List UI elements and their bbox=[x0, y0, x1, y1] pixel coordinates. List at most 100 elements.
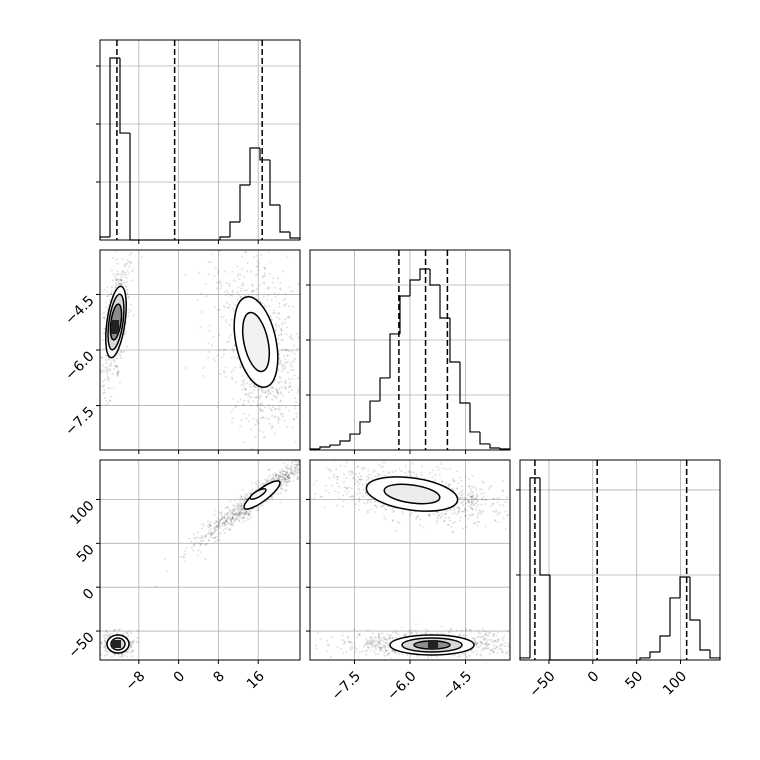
sample-point bbox=[223, 243, 225, 245]
sample-point bbox=[469, 488, 472, 491]
sample-point bbox=[230, 370, 233, 373]
sample-point bbox=[245, 417, 248, 420]
sample-point bbox=[277, 407, 280, 410]
sample-point bbox=[227, 340, 230, 343]
sample-point bbox=[521, 631, 523, 633]
sample-point bbox=[201, 534, 204, 537]
sample-point bbox=[387, 644, 390, 647]
sample-point bbox=[453, 480, 456, 483]
sample-point bbox=[217, 522, 220, 525]
sample-point bbox=[446, 510, 449, 513]
sample-point bbox=[485, 642, 488, 645]
sample-point bbox=[450, 627, 453, 630]
sample-point bbox=[288, 476, 291, 479]
sample-point bbox=[472, 513, 475, 516]
sample-point bbox=[240, 226, 242, 228]
sample-point bbox=[241, 284, 244, 287]
sample-point bbox=[233, 512, 236, 515]
sample-point bbox=[447, 483, 450, 486]
sample-point bbox=[224, 248, 226, 250]
sample-point bbox=[505, 496, 508, 499]
sample-point bbox=[492, 650, 495, 653]
sample-point bbox=[108, 299, 111, 302]
sample-point bbox=[472, 637, 475, 640]
sample-point bbox=[116, 273, 119, 276]
sample-point bbox=[271, 414, 274, 417]
sample-point bbox=[231, 516, 234, 519]
sample-point bbox=[354, 472, 357, 475]
sample-point bbox=[214, 529, 217, 532]
sample-point bbox=[246, 517, 249, 520]
sample-point bbox=[237, 518, 240, 521]
sample-point bbox=[270, 427, 273, 430]
sample-point bbox=[200, 293, 203, 296]
sample-point bbox=[239, 494, 242, 497]
histogram-step bbox=[329, 444, 340, 448]
sample-point bbox=[289, 363, 292, 366]
sample-point bbox=[428, 513, 431, 516]
sample-point bbox=[264, 306, 267, 309]
sample-point bbox=[408, 470, 411, 473]
sample-point bbox=[274, 475, 277, 478]
sample-point bbox=[284, 348, 287, 351]
sample-point bbox=[220, 524, 223, 527]
sample-point bbox=[370, 639, 373, 642]
sample-point bbox=[295, 463, 298, 466]
sample-point bbox=[248, 492, 251, 495]
sample-point bbox=[500, 644, 503, 647]
sample-point bbox=[107, 634, 110, 637]
sample-point bbox=[223, 521, 226, 524]
sample-point bbox=[278, 475, 281, 478]
sample-point bbox=[462, 503, 465, 506]
sample-point bbox=[121, 653, 124, 656]
sample-point bbox=[277, 338, 280, 341]
sample-point bbox=[537, 645, 539, 647]
sample-point bbox=[437, 510, 440, 513]
sample-point bbox=[352, 477, 355, 480]
sample-point bbox=[265, 499, 268, 502]
sample-point bbox=[105, 399, 108, 402]
sample-point bbox=[105, 301, 108, 304]
sample-point bbox=[113, 628, 116, 631]
sample-point bbox=[126, 232, 128, 234]
sample-point bbox=[244, 247, 246, 249]
sample-point bbox=[453, 480, 456, 483]
sample-point bbox=[123, 332, 126, 335]
sample-point bbox=[293, 466, 296, 469]
sample-point bbox=[372, 470, 375, 473]
sample-point bbox=[247, 513, 250, 516]
sample-point bbox=[322, 431, 324, 433]
sample-point bbox=[295, 401, 298, 404]
sample-point bbox=[120, 653, 123, 656]
sample-point bbox=[481, 488, 484, 491]
sample-point bbox=[458, 653, 461, 656]
sample-point bbox=[125, 262, 128, 265]
sample-point bbox=[224, 306, 227, 309]
sample-point bbox=[212, 357, 215, 360]
sample-point bbox=[286, 354, 289, 357]
sample-point bbox=[266, 288, 269, 291]
sample-point bbox=[468, 500, 471, 503]
sample-point bbox=[280, 399, 283, 402]
sample-point bbox=[447, 523, 450, 526]
sample-point bbox=[238, 503, 241, 506]
sample-point bbox=[230, 519, 233, 522]
sample-point bbox=[236, 265, 239, 268]
sample-point bbox=[216, 539, 219, 542]
sample-point bbox=[320, 390, 322, 392]
sample-point bbox=[220, 511, 223, 514]
sample-point bbox=[283, 478, 286, 481]
sample-point bbox=[257, 509, 260, 512]
sample-point bbox=[104, 639, 107, 642]
sample-point bbox=[229, 523, 232, 526]
sample-point bbox=[309, 456, 311, 458]
sample-point bbox=[264, 417, 267, 420]
sample-point bbox=[205, 282, 208, 285]
sample-point bbox=[292, 418, 295, 421]
sample-point bbox=[281, 470, 284, 473]
sample-point bbox=[288, 480, 291, 483]
sample-point bbox=[276, 493, 279, 496]
sample-point bbox=[338, 497, 341, 500]
sample-point bbox=[119, 351, 122, 354]
x-tick-label: 50 bbox=[622, 668, 646, 692]
